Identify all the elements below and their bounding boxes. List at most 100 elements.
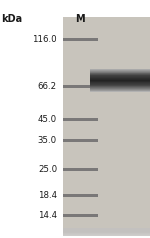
Bar xyxy=(63,232,150,235)
Bar xyxy=(90,69,150,70)
Bar xyxy=(63,232,150,235)
Text: M: M xyxy=(75,14,85,24)
Bar xyxy=(90,90,150,91)
Bar xyxy=(63,230,150,234)
Bar xyxy=(63,229,150,233)
Bar xyxy=(63,229,150,233)
Bar xyxy=(63,229,150,232)
Bar xyxy=(63,229,150,233)
Bar xyxy=(90,75,150,76)
Bar xyxy=(63,230,150,234)
Bar xyxy=(63,38,98,41)
Bar xyxy=(63,232,150,235)
Bar xyxy=(63,231,150,235)
Bar xyxy=(63,231,150,235)
Bar xyxy=(90,87,150,88)
Bar xyxy=(63,231,150,234)
Bar xyxy=(90,89,150,90)
Bar xyxy=(90,74,150,75)
Bar xyxy=(63,232,150,236)
Bar xyxy=(63,229,150,233)
Text: 14.4: 14.4 xyxy=(38,211,57,220)
Bar xyxy=(63,230,150,233)
Bar xyxy=(63,230,150,234)
Bar xyxy=(63,230,150,233)
Bar xyxy=(63,232,150,235)
Bar xyxy=(63,230,150,234)
Bar xyxy=(90,73,150,74)
Bar xyxy=(63,229,150,233)
Bar xyxy=(90,71,150,72)
Bar xyxy=(63,231,150,235)
Bar xyxy=(90,88,150,89)
Bar xyxy=(63,232,150,235)
Bar xyxy=(63,229,150,232)
Bar xyxy=(63,230,150,233)
Bar xyxy=(90,84,150,85)
Bar xyxy=(63,232,150,235)
Bar xyxy=(63,230,150,233)
Text: 116.0: 116.0 xyxy=(32,35,57,44)
Bar xyxy=(63,228,150,232)
Bar xyxy=(90,78,150,79)
Text: 45.0: 45.0 xyxy=(38,115,57,124)
Bar xyxy=(63,139,98,142)
Bar xyxy=(63,231,150,235)
Bar xyxy=(63,232,150,236)
Bar xyxy=(63,231,150,234)
Bar xyxy=(63,229,150,232)
Text: 18.4: 18.4 xyxy=(38,191,57,200)
Bar xyxy=(63,118,98,121)
Bar xyxy=(90,77,150,78)
Bar xyxy=(63,229,150,233)
Bar xyxy=(63,231,150,234)
Bar xyxy=(63,231,150,234)
Bar xyxy=(90,80,150,81)
Bar xyxy=(63,230,150,233)
Bar xyxy=(63,229,150,233)
Bar xyxy=(63,230,150,234)
Bar xyxy=(63,228,150,232)
Bar xyxy=(90,91,150,92)
Bar xyxy=(63,230,150,234)
Bar xyxy=(63,230,150,234)
Bar xyxy=(90,72,150,73)
Bar xyxy=(63,228,150,232)
Bar xyxy=(90,85,150,86)
Bar xyxy=(63,17,150,236)
Bar xyxy=(90,81,150,82)
Bar xyxy=(90,76,150,77)
Bar xyxy=(63,231,150,235)
Text: 66.2: 66.2 xyxy=(38,82,57,91)
Bar xyxy=(90,83,150,84)
Bar xyxy=(63,229,150,233)
Bar xyxy=(63,231,150,234)
Bar xyxy=(63,230,150,234)
Bar xyxy=(63,229,150,233)
Bar xyxy=(63,229,150,233)
Bar xyxy=(90,86,150,87)
Bar xyxy=(90,82,150,83)
Bar xyxy=(63,229,150,233)
Text: kDa: kDa xyxy=(2,14,23,24)
Bar xyxy=(63,231,150,234)
Bar xyxy=(63,85,98,88)
Bar xyxy=(63,231,150,235)
Bar xyxy=(90,79,150,80)
Bar xyxy=(90,79,150,80)
Text: 25.0: 25.0 xyxy=(38,165,57,174)
Bar xyxy=(63,231,150,234)
Bar xyxy=(63,232,150,235)
Bar xyxy=(63,231,150,235)
Bar xyxy=(90,81,150,82)
Bar xyxy=(63,230,150,233)
Bar xyxy=(90,70,150,71)
Bar xyxy=(63,228,150,232)
Text: 35.0: 35.0 xyxy=(38,136,57,145)
Bar xyxy=(63,231,150,235)
Bar xyxy=(90,82,150,83)
Bar xyxy=(63,214,98,217)
Bar xyxy=(63,168,98,171)
Bar xyxy=(63,229,150,233)
Bar xyxy=(63,230,150,234)
